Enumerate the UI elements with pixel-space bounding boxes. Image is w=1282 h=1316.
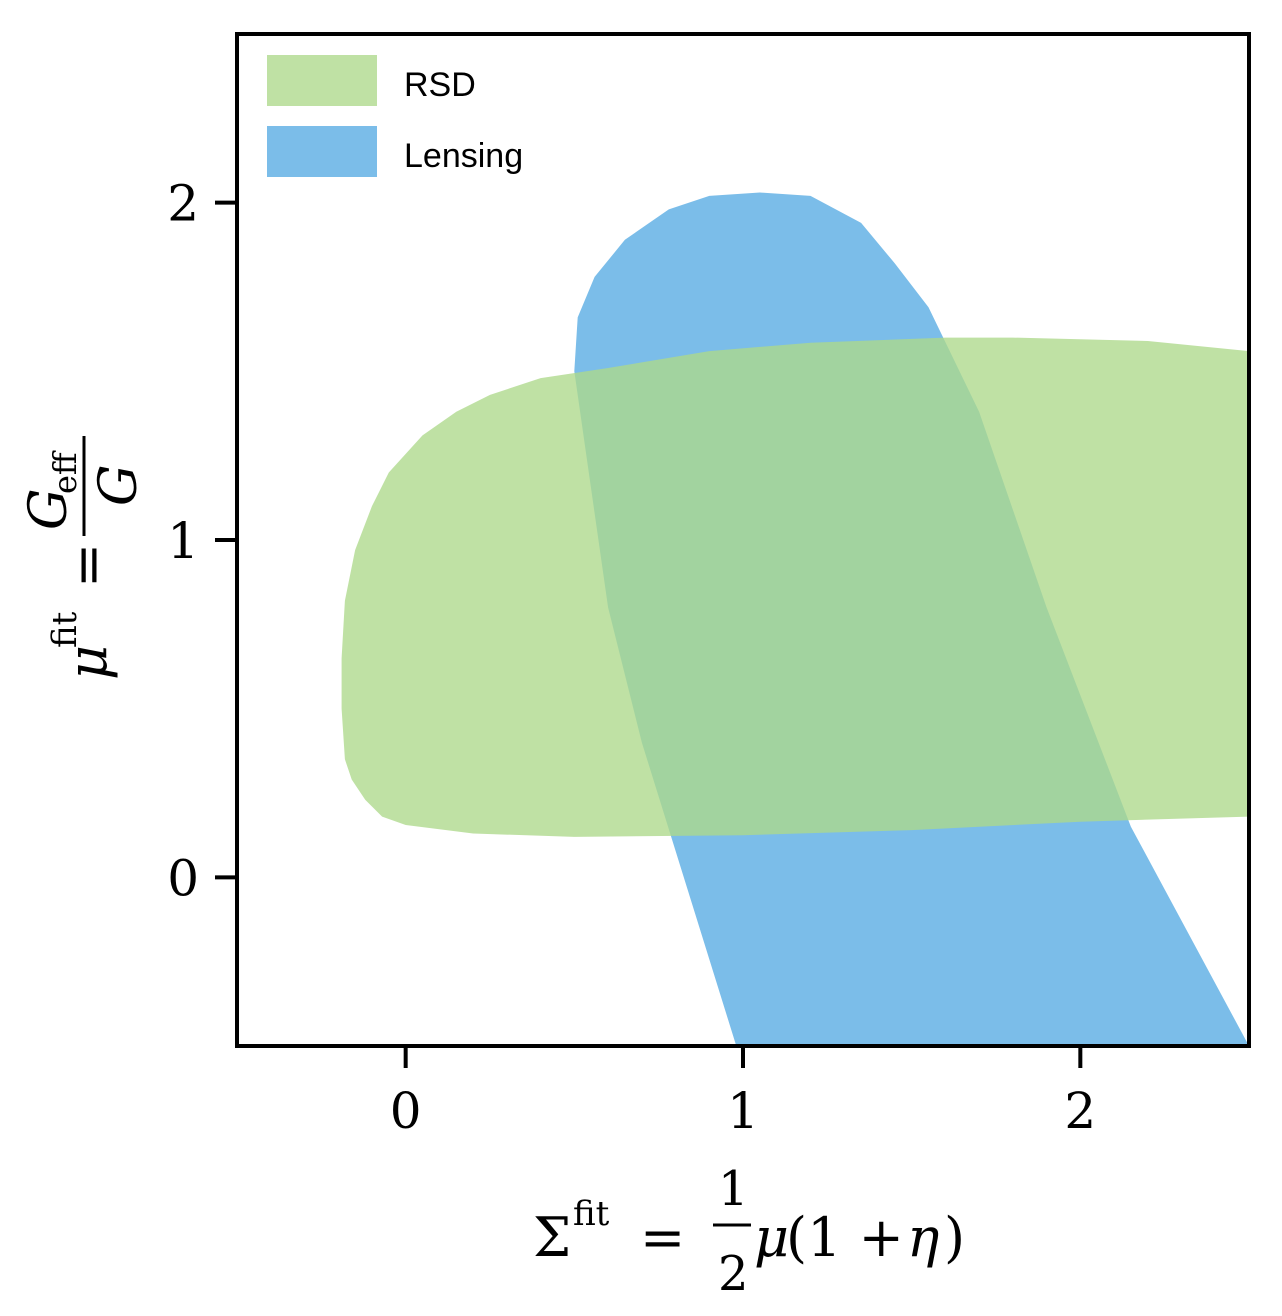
y-label-equals: = [56,543,119,588]
x-label-frac-denominator: 2 [718,1246,749,1302]
y-label-symbol: μ [56,645,119,680]
legend-swatch-lensing [267,126,377,177]
x-label-paren-expr: (1 + [786,1206,921,1269]
x-label-eta: η [907,1206,939,1269]
x-label-equals: = [640,1206,685,1269]
x-label-superscript: fit [573,1194,610,1234]
x-label-mu: μ [754,1206,789,1269]
y-label-frac-denominator: G [89,464,149,506]
axis-ticks: 0 1 2 0 1 2 [167,175,1096,1140]
x-tick-label: 0 [390,1082,422,1140]
x-axis-label: Σ fit = 1 2 μ (1 + η ) [533,1161,965,1302]
y-axis-label: μ fit = G eff G [19,436,149,680]
x-label-close-paren: ) [944,1206,965,1269]
legend-label-lensing: Lensing [404,137,523,175]
y-tick-label: 2 [167,175,199,233]
x-tick-label: 1 [727,1082,759,1140]
y-label-frac-numerator-sub: eff [46,450,84,494]
x-label-frac-numerator: 1 [718,1161,749,1217]
region-rsd [341,337,1249,837]
x-tick-label: 2 [1064,1082,1096,1140]
y-tick-label: 1 [167,512,199,570]
y-label-superscript: fit [45,611,85,648]
x-label-symbol: Σ [533,1206,571,1269]
legend: RSD Lensing [267,55,523,177]
y-label-frac-numerator: G [19,488,79,530]
legend-label-rsd: RSD [404,66,476,104]
plot-area [341,192,1249,1046]
y-tick-label: 0 [167,849,199,907]
legend-swatch-rsd [267,55,377,106]
